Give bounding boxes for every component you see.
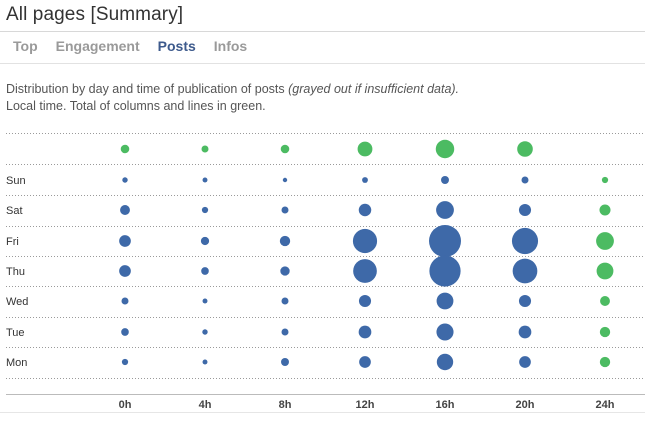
- data-bubble: [429, 255, 461, 287]
- data-bubble: [201, 206, 209, 214]
- column-label: 0h: [119, 399, 132, 411]
- row-total-bubble: [596, 232, 614, 250]
- row-label: Mon: [6, 357, 27, 369]
- data-bubble: [200, 236, 210, 246]
- data-bubble: [119, 265, 131, 277]
- page-title: All pages [Summary]: [6, 4, 184, 25]
- data-bubble: [120, 205, 130, 215]
- row-label: Fri: [6, 236, 19, 248]
- data-bubble: [352, 228, 378, 254]
- data-bubble: [281, 328, 289, 336]
- chart-description: Distribution by day and time of publicat…: [6, 81, 459, 115]
- data-bubble: [202, 177, 208, 183]
- row-label: Thu: [6, 266, 25, 278]
- row-total-bubble: [600, 296, 610, 306]
- data-bubble: [436, 353, 454, 371]
- data-bubble: [121, 328, 129, 336]
- data-bubble: [121, 297, 129, 305]
- description-note: (grayed out if insufficient data).: [288, 82, 460, 96]
- column-total-bubble: [357, 141, 373, 157]
- data-bubble: [441, 176, 449, 184]
- data-bubble: [121, 358, 129, 366]
- row-total-bubble: [596, 262, 614, 280]
- data-bubble: [518, 325, 532, 339]
- column-label: 16h: [436, 399, 455, 411]
- tab-infos[interactable]: Infos: [213, 38, 248, 54]
- tabs-divider: [0, 63, 645, 64]
- data-bubble: [353, 259, 377, 283]
- row-label: Tue: [6, 327, 25, 339]
- data-bubble: [282, 177, 288, 183]
- column-label: 24h: [596, 399, 615, 411]
- data-bubble: [518, 294, 532, 308]
- data-bubble: [519, 356, 531, 368]
- data-bubble: [119, 235, 131, 247]
- data-bubble: [436, 292, 454, 310]
- row-label: Sun: [6, 175, 26, 187]
- data-bubble: [202, 329, 208, 335]
- column-total-bubble: [435, 139, 455, 159]
- tab-posts[interactable]: Posts: [157, 38, 196, 54]
- row-label: Sat: [6, 205, 23, 217]
- data-bubble: [359, 356, 371, 368]
- data-bubble: [362, 177, 368, 183]
- data-bubble: [511, 227, 539, 255]
- data-bubble: [512, 258, 538, 284]
- row-total-bubble: [599, 356, 611, 368]
- data-bubble: [201, 267, 209, 275]
- data-bubble: [281, 206, 289, 214]
- data-bubble: [436, 201, 454, 219]
- title-divider: [0, 31, 645, 32]
- data-bubble: [281, 358, 289, 366]
- column-total-bubble: [517, 141, 533, 157]
- data-bubble: [280, 266, 290, 276]
- column-total-bubble: [120, 144, 130, 154]
- data-bubble: [429, 225, 461, 257]
- column-total-bubble: [280, 144, 290, 154]
- data-bubble: [122, 177, 128, 183]
- tab-engagement[interactable]: Engagement: [55, 38, 140, 54]
- data-bubble: [202, 359, 208, 365]
- data-bubble: [202, 298, 208, 304]
- data-bubble: [358, 325, 372, 339]
- data-bubble: [279, 235, 291, 247]
- data-bubble: [358, 203, 372, 217]
- tab-bar: Top Engagement Posts Infos: [13, 38, 247, 54]
- row-total-bubble: [599, 326, 611, 338]
- data-bubble: [518, 203, 532, 217]
- row-label: Wed: [6, 296, 28, 308]
- data-bubble: [521, 176, 529, 184]
- description-text-2: Local time. Total of columns and lines i…: [6, 99, 266, 113]
- column-label: 4h: [199, 399, 212, 411]
- description-text: Distribution by day and time of publicat…: [6, 82, 289, 96]
- tab-top[interactable]: Top: [13, 38, 38, 54]
- column-label: 8h: [279, 399, 292, 411]
- data-bubble: [358, 294, 372, 308]
- row-total-bubble: [599, 204, 611, 216]
- data-bubble: [436, 323, 454, 341]
- data-bubble: [281, 297, 289, 305]
- row-total-bubble: [601, 176, 609, 184]
- column-total-bubble: [201, 145, 209, 153]
- column-label: 12h: [356, 399, 375, 411]
- column-label: 20h: [516, 399, 535, 411]
